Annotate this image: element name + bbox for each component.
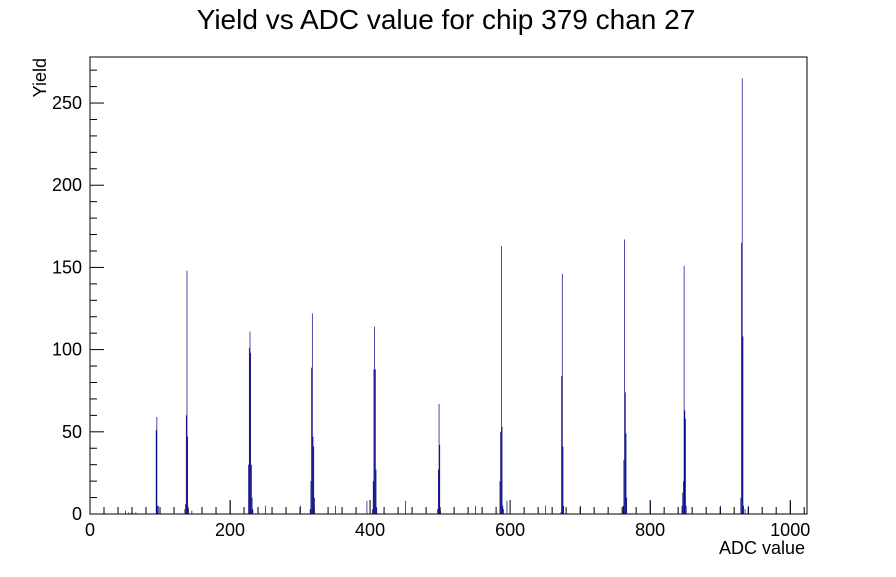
histogram-bar <box>251 464 252 514</box>
histogram-bar <box>682 492 684 514</box>
histogram-bar <box>501 426 503 514</box>
histogram-bar <box>311 367 312 514</box>
histogram-bar <box>501 246 502 515</box>
histogram-bar <box>187 436 189 514</box>
histogram-bar <box>309 509 311 514</box>
histogram-bar <box>156 417 158 514</box>
histogram-bar <box>252 509 254 514</box>
histogram-bar <box>623 459 625 514</box>
histogram-bar <box>373 369 375 514</box>
histogram-bar <box>438 469 439 514</box>
y-axis-title: Yield <box>30 58 50 97</box>
histogram-bar <box>314 497 315 514</box>
histogram-bar <box>312 436 314 514</box>
histogram-bar <box>741 78 743 515</box>
histogram-bar <box>561 375 562 514</box>
histogram-bar <box>475 505 476 514</box>
histogram-bar <box>184 509 186 514</box>
histogram-bar <box>685 505 687 514</box>
histogram-bar <box>135 512 137 514</box>
histogram-bar <box>313 446 315 514</box>
x-tick-label: 0 <box>85 520 95 540</box>
x-tick-label: 400 <box>355 520 385 540</box>
histogram-bar <box>372 481 374 514</box>
x-axis-title: ADC value <box>719 538 805 558</box>
histogram-bar <box>375 469 377 514</box>
histogram-bar <box>128 512 130 514</box>
plot-frame <box>89 56 808 515</box>
y-tick-label: 100 <box>52 340 82 360</box>
histogram-bar <box>157 505 159 514</box>
histogram-bar <box>744 509 746 514</box>
histogram-bar <box>624 239 625 514</box>
histogram-bar <box>622 505 624 514</box>
histogram-bar <box>366 500 368 514</box>
histogram-bar <box>681 505 683 514</box>
histogram-bar <box>248 347 250 514</box>
histogram-bar <box>506 500 508 514</box>
histogram-bar <box>561 273 563 514</box>
histogram-bar <box>405 500 406 514</box>
histogram-bar <box>186 270 188 514</box>
histogram-bar <box>311 313 313 514</box>
histogram-bar <box>438 403 440 514</box>
histogram-bar <box>265 505 266 514</box>
histogram-bar <box>742 336 744 514</box>
histogram-bar <box>560 512 562 514</box>
histogram-bar <box>248 464 249 514</box>
histogram-bar <box>625 433 627 514</box>
x-axis-ticks: 0 200 400 600 800 1000 <box>85 500 810 540</box>
histogram-bar <box>685 418 686 514</box>
histogram-bar <box>191 510 193 514</box>
y-tick-label: 250 <box>52 93 82 113</box>
x-tick-label: 600 <box>495 520 525 540</box>
histogram-bar <box>374 326 375 514</box>
histogram-bar <box>683 265 685 514</box>
histogram-bar <box>157 505 158 514</box>
histogram-bar <box>562 446 564 514</box>
histogram-bar <box>372 509 373 514</box>
histogram-bar <box>185 504 186 514</box>
histogram-bar <box>310 481 312 514</box>
histogram-bar <box>743 505 744 514</box>
y-axis-ticks: 0 50 100 150 200 250 <box>52 69 104 524</box>
histogram-bar <box>626 497 628 514</box>
histogram-bar <box>155 430 157 514</box>
histogram-bar <box>499 481 501 514</box>
histogram-bar <box>250 352 252 514</box>
histogram-bar <box>684 410 686 514</box>
histogram-bar <box>545 505 546 514</box>
x-tick-label: 200 <box>215 520 245 540</box>
histogram-bar <box>125 510 126 514</box>
histogram-bar <box>376 507 378 514</box>
histogram-bar <box>185 415 187 514</box>
histogram-bar <box>683 481 684 514</box>
histogram-bar <box>437 509 438 514</box>
y-tick-label: 200 <box>52 175 82 195</box>
y-tick-label: 0 <box>72 504 82 524</box>
histogram-bar <box>439 444 441 514</box>
bars-group <box>125 78 791 515</box>
histogram-bar <box>374 369 376 514</box>
histogram-bar <box>502 505 504 514</box>
histogram-bar <box>624 392 626 514</box>
histogram-bar <box>741 242 742 514</box>
y-tick-label: 150 <box>52 257 82 277</box>
x-tick-label: 800 <box>635 520 665 540</box>
histogram-bar <box>500 431 502 514</box>
x-tick-label: 1000 <box>770 520 810 540</box>
histogram-bar <box>251 497 253 514</box>
histogram-bar <box>249 331 251 514</box>
y-tick-label: 50 <box>62 422 82 442</box>
chart-title: Yield vs ADC value for chip 379 chan 27 <box>197 4 696 35</box>
histogram-bar <box>563 505 565 514</box>
histogram-bar <box>335 505 336 514</box>
histogram-bar <box>740 497 742 514</box>
histogram-bar <box>503 509 504 514</box>
